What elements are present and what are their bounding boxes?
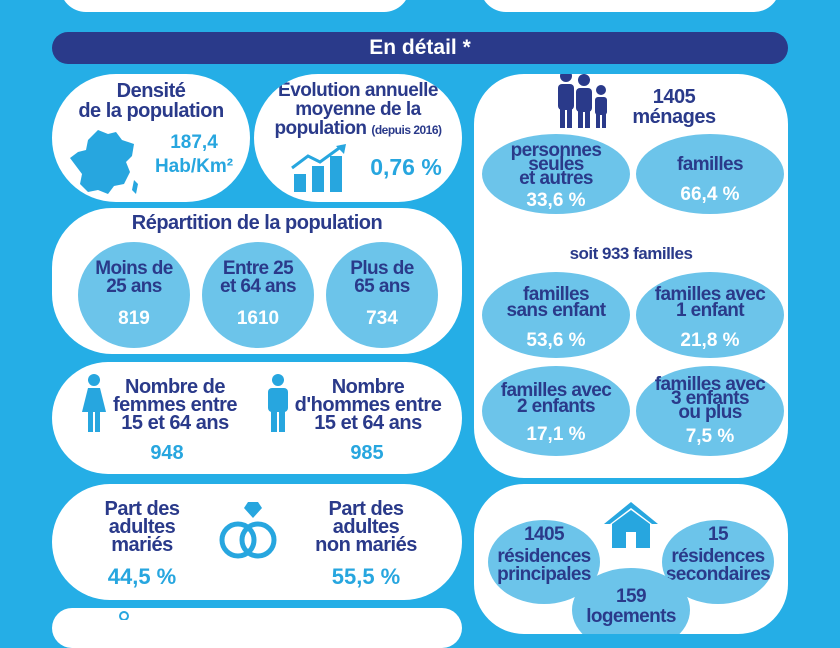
evolution-title-3: population (depuis 2016) bbox=[254, 118, 462, 140]
family-1-child-bubble: familles avec 1 enfant 21,8 % bbox=[636, 272, 784, 358]
age-group-value: 1610 bbox=[236, 308, 280, 329]
age-group-value: 819 bbox=[118, 308, 150, 329]
age-group-label-1: Entre 25 bbox=[222, 258, 294, 279]
family-type-value: 17,1 % bbox=[526, 424, 586, 445]
marriage-card: Part des adultes mariés 44,5 % Part des … bbox=[52, 484, 462, 600]
family-type-value: 53,6 % bbox=[526, 330, 586, 351]
age-group-label-2: 65 ans bbox=[354, 276, 410, 297]
households-count: 1405 bbox=[652, 86, 696, 108]
top-card-left bbox=[60, 0, 410, 12]
age-group-label-2: 25 ans bbox=[106, 276, 162, 297]
vacant-label: logements bbox=[586, 606, 676, 627]
singles-label-1: personnes bbox=[510, 140, 602, 161]
principal-label-1: résidences bbox=[497, 546, 591, 567]
age-bubble-under-25: Moins de 25 ans 819 bbox=[78, 242, 190, 348]
men-value: 985 bbox=[350, 442, 384, 464]
density-card: Densité de la population 187,4 Hab/Km² bbox=[52, 74, 250, 202]
family-2-children-bubble: familles avec 2 enfants 17,1 % bbox=[482, 366, 630, 456]
families-label: familles bbox=[677, 154, 744, 175]
family-type-label-2: 2 enfants bbox=[516, 396, 596, 417]
women-title-2: femmes entre bbox=[112, 394, 238, 416]
principal-label-2: principales bbox=[497, 564, 591, 585]
secondary-value: 15 bbox=[708, 524, 729, 545]
housing-card: 1405 résidences principales 15 résidence… bbox=[474, 484, 788, 634]
evolution-title-note: (depuis 2016) bbox=[371, 123, 442, 137]
principal-value: 1405 bbox=[524, 524, 564, 545]
evolution-title-2: moyenne de la bbox=[295, 99, 421, 120]
age-group-value: 734 bbox=[366, 308, 398, 329]
age-group-label-1: Moins de bbox=[95, 258, 173, 279]
singles-bubble: personnes seules et autres 33,6 % bbox=[482, 134, 630, 214]
families-total: soit 933 familles bbox=[569, 244, 693, 263]
principal-residences-bubble: 1405 résidences principales bbox=[488, 520, 600, 604]
unmarried-title-2: adultes bbox=[332, 516, 400, 538]
evolution-title-1: Évolution annuelle bbox=[278, 80, 438, 101]
man-icon bbox=[268, 374, 288, 432]
density-value: 187,4 bbox=[170, 132, 218, 153]
family-type-label-1: familles avec bbox=[500, 380, 612, 401]
married-title-1: Part des bbox=[104, 498, 180, 520]
partial-icon bbox=[119, 611, 129, 620]
singles-value: 33,6 % bbox=[526, 190, 586, 211]
density-title-1: Densité bbox=[116, 80, 186, 102]
families-value: 66,4 % bbox=[680, 184, 740, 205]
wedding-rings-icon bbox=[219, 502, 277, 559]
singles-label-3: et autres bbox=[519, 168, 593, 189]
women-value: 948 bbox=[150, 442, 184, 464]
family-icon bbox=[558, 74, 607, 128]
families-bubble: familles 66,4 % bbox=[636, 134, 784, 214]
married-title-3: mariés bbox=[111, 534, 173, 556]
evolution-title-3-main: population bbox=[274, 118, 367, 139]
family-type-label-1: familles bbox=[523, 284, 590, 305]
singles-label-2: seules bbox=[528, 154, 584, 175]
secondary-label-1: résidences bbox=[671, 546, 765, 567]
top-card-right bbox=[480, 0, 780, 12]
age-bubble-25-64: Entre 25 et 64 ans 1610 bbox=[202, 242, 314, 348]
repartition-card: Répartition de la population Moins de 25… bbox=[52, 208, 462, 354]
households-label: ménages bbox=[632, 106, 716, 128]
men-title-3: 15 et 64 ans bbox=[314, 412, 422, 434]
woman-icon bbox=[82, 374, 106, 432]
repartition-title: Répartition de la population bbox=[131, 212, 383, 234]
age-group-label-1: Plus de bbox=[350, 258, 414, 279]
family-type-label-2: sans enfant bbox=[506, 300, 607, 321]
women-title-1: Nombre de bbox=[125, 376, 225, 398]
family-type-label-2: 1 enfant bbox=[675, 300, 745, 321]
secondary-label-2: secondaires bbox=[665, 564, 771, 585]
house-icon bbox=[604, 502, 658, 548]
age-bubble-over-65: Plus de 65 ans 734 bbox=[326, 242, 438, 348]
evolution-value: 0,76 % bbox=[370, 154, 442, 180]
section-banner: En détail * bbox=[52, 32, 788, 64]
married-value: 44,5 % bbox=[107, 564, 177, 589]
bottom-card-left bbox=[52, 608, 462, 648]
age-group-label-2: et 64 ans bbox=[220, 276, 297, 297]
family-type-value: 21,8 % bbox=[680, 330, 740, 351]
france-map-icon bbox=[70, 130, 138, 194]
family-type-label-1: familles avec bbox=[654, 284, 766, 305]
family-3-children-bubble: familles avec 3 enfants ou plus 7,5 % bbox=[636, 366, 784, 456]
family-type-label-3: ou plus bbox=[678, 402, 742, 423]
family-type-value: 7,5 % bbox=[685, 426, 735, 447]
gender-card: Nombre de femmes entre 15 et 64 ans 948 … bbox=[52, 362, 462, 474]
households-card: 1405 ménages personnes seules et autres … bbox=[474, 74, 788, 478]
family-no-child-bubble: familles sans enfant 53,6 % bbox=[482, 272, 630, 358]
evolution-card: Évolution annuelle moyenne de la populat… bbox=[254, 74, 462, 202]
family-type-label-1: familles avec bbox=[654, 374, 766, 395]
men-title-2: d'hommes entre bbox=[294, 394, 442, 416]
density-title-2: de la population bbox=[78, 100, 224, 122]
men-title-1: Nombre bbox=[331, 376, 405, 398]
family-type-label-2: 3 enfants bbox=[670, 388, 750, 409]
married-title-2: adultes bbox=[108, 516, 176, 538]
vacant-value: 159 bbox=[616, 586, 647, 607]
growth-chart-icon bbox=[291, 144, 346, 192]
unmarried-title-3: non mariés bbox=[315, 534, 417, 556]
density-unit: Hab/Km² bbox=[154, 156, 234, 177]
unmarried-value: 55,5 % bbox=[331, 564, 401, 589]
unmarried-title-1: Part des bbox=[328, 498, 404, 520]
women-title-3: 15 et 64 ans bbox=[121, 412, 229, 434]
